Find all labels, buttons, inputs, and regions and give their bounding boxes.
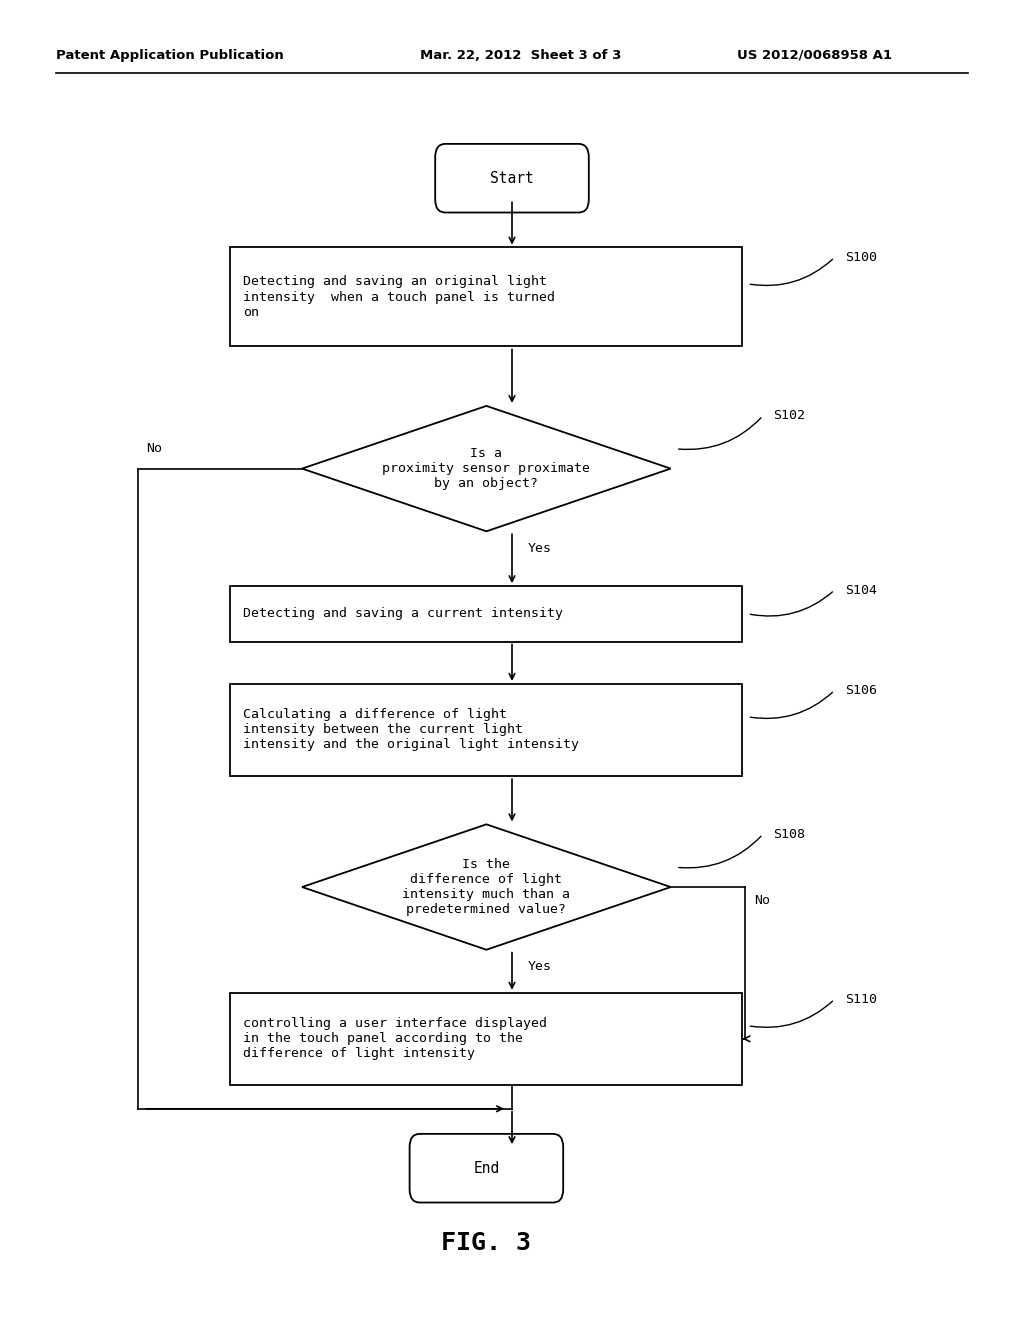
FancyBboxPatch shape (435, 144, 589, 213)
Text: Is the
difference of light
intensity much than a
predetermined value?: Is the difference of light intensity muc… (402, 858, 570, 916)
Text: End: End (473, 1160, 500, 1176)
Polygon shape (302, 407, 671, 531)
Text: Yes: Yes (527, 541, 551, 554)
Text: S106: S106 (845, 684, 877, 697)
Text: Mar. 22, 2012  Sheet 3 of 3: Mar. 22, 2012 Sheet 3 of 3 (420, 49, 622, 62)
Text: No: No (146, 442, 163, 455)
Text: US 2012/0068958 A1: US 2012/0068958 A1 (737, 49, 892, 62)
Text: S108: S108 (773, 828, 805, 841)
Text: S102: S102 (773, 409, 805, 422)
Bar (230, 993, 742, 1085)
Text: Calculating a difference of light
intensity between the current light
intensity : Calculating a difference of light intens… (243, 709, 579, 751)
Text: Yes: Yes (527, 961, 551, 973)
FancyBboxPatch shape (410, 1134, 563, 1203)
Polygon shape (302, 824, 671, 950)
Text: FIG. 3: FIG. 3 (441, 1232, 531, 1255)
Text: No: No (754, 894, 770, 907)
Bar (230, 684, 742, 776)
Text: S100: S100 (845, 251, 877, 264)
Text: S104: S104 (845, 583, 877, 597)
Text: Detecting and saving a current intensity: Detecting and saving a current intensity (243, 607, 563, 620)
Text: Detecting and saving an original light
intensity  when a touch panel is turned
o: Detecting and saving an original light i… (243, 276, 555, 318)
Text: Patent Application Publication: Patent Application Publication (56, 49, 284, 62)
Text: controlling a user interface displayed
in the touch panel according to the
diffe: controlling a user interface displayed i… (243, 1018, 547, 1060)
Text: Is a
proximity sensor proximate
by an object?: Is a proximity sensor proximate by an ob… (382, 447, 591, 490)
Bar (230, 586, 742, 642)
Bar (230, 248, 742, 346)
Text: Start: Start (490, 170, 534, 186)
Text: S110: S110 (845, 993, 877, 1006)
